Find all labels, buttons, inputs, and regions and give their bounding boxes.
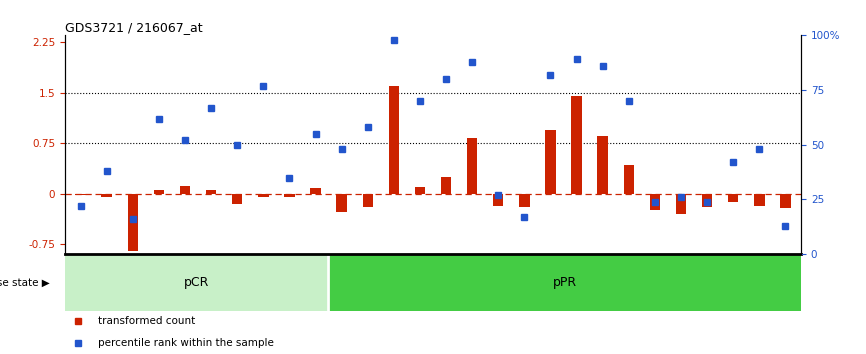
- Text: GSM559062: GSM559062: [78, 255, 84, 299]
- Text: GSM559060: GSM559060: [756, 255, 762, 299]
- Text: GSM559067: GSM559067: [208, 255, 214, 299]
- Text: transformed count: transformed count: [98, 316, 196, 326]
- Text: percentile rank within the sample: percentile rank within the sample: [98, 338, 274, 348]
- Bar: [206, 189, 216, 194]
- Text: GSM559061: GSM559061: [782, 255, 788, 299]
- Text: GSM559042: GSM559042: [287, 255, 293, 299]
- Bar: [310, 188, 320, 194]
- Bar: [328, 254, 801, 311]
- Bar: [493, 194, 503, 206]
- Text: pPR: pPR: [553, 276, 577, 289]
- Bar: [65, 254, 328, 311]
- Bar: [415, 187, 425, 194]
- Text: GSM559063: GSM559063: [104, 255, 110, 299]
- Text: GSM559053: GSM559053: [573, 255, 579, 299]
- Bar: [363, 194, 373, 207]
- Text: GSM559058: GSM559058: [704, 255, 710, 299]
- Text: GSM559051: GSM559051: [521, 255, 527, 299]
- Bar: [728, 194, 739, 202]
- Text: GSM559059: GSM559059: [730, 255, 736, 299]
- Bar: [441, 177, 451, 194]
- Text: GSM559052: GSM559052: [547, 255, 553, 299]
- Bar: [675, 194, 686, 214]
- Text: disease state ▶: disease state ▶: [0, 278, 50, 288]
- Text: GSM559056: GSM559056: [652, 255, 658, 299]
- Bar: [336, 194, 347, 212]
- Bar: [546, 130, 556, 194]
- Bar: [75, 194, 86, 195]
- Bar: [650, 194, 660, 210]
- Text: GDS3721 / 216067_at: GDS3721 / 216067_at: [65, 21, 203, 34]
- Bar: [780, 194, 791, 209]
- Bar: [519, 194, 530, 207]
- Bar: [232, 194, 242, 204]
- Text: GSM559048: GSM559048: [443, 255, 449, 299]
- Bar: [127, 194, 138, 251]
- Text: GSM559054: GSM559054: [599, 255, 605, 299]
- Bar: [258, 194, 268, 197]
- Text: GSM559046: GSM559046: [391, 255, 397, 299]
- Bar: [598, 136, 608, 194]
- Bar: [624, 165, 634, 194]
- Text: GSM559049: GSM559049: [469, 255, 475, 299]
- Text: GSM559050: GSM559050: [495, 255, 501, 299]
- Bar: [101, 194, 112, 197]
- Text: GSM559043: GSM559043: [313, 255, 319, 299]
- Text: GSM559065: GSM559065: [156, 255, 162, 299]
- Bar: [389, 86, 399, 194]
- Text: pCR: pCR: [184, 276, 209, 289]
- Bar: [180, 185, 191, 194]
- Text: GSM559068: GSM559068: [234, 255, 240, 299]
- Bar: [754, 194, 765, 206]
- Text: GSM559044: GSM559044: [339, 255, 345, 299]
- Text: GSM559055: GSM559055: [626, 255, 632, 299]
- Text: GSM559047: GSM559047: [417, 255, 423, 299]
- Bar: [284, 194, 294, 197]
- Text: GSM559064: GSM559064: [130, 255, 136, 299]
- Text: GSM559069: GSM559069: [261, 255, 267, 299]
- Text: GSM559045: GSM559045: [365, 255, 371, 299]
- Bar: [701, 194, 713, 207]
- Bar: [467, 138, 477, 194]
- Bar: [153, 190, 165, 194]
- Text: GSM559057: GSM559057: [678, 255, 684, 299]
- Bar: [572, 96, 582, 194]
- Text: GSM559066: GSM559066: [182, 255, 188, 299]
